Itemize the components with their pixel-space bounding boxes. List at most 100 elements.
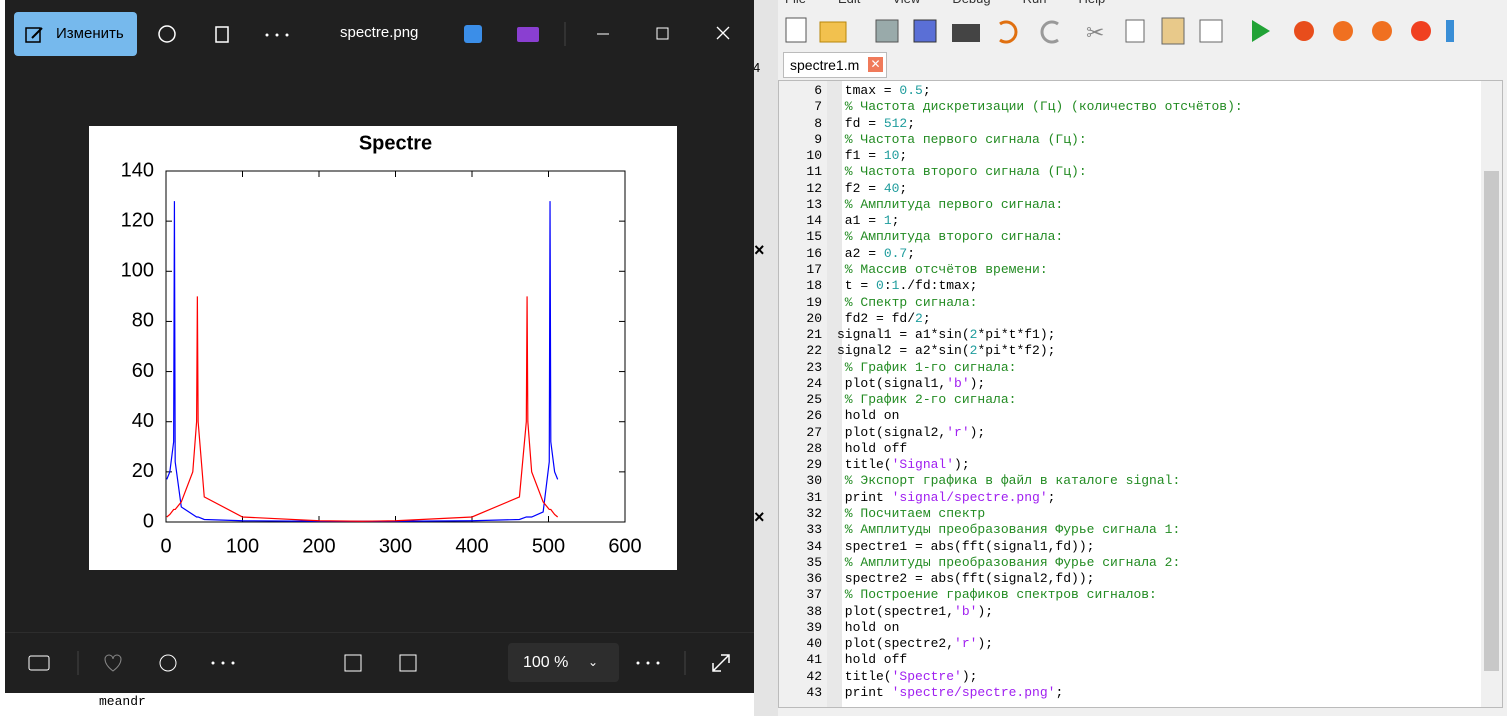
line-number: 21 [806,327,822,343]
edit-icon [25,27,43,43]
edit-button[interactable]: Изменить [14,12,137,56]
code-line: fd2 = fd/2; [837,310,931,326]
save-icon[interactable] [875,19,899,43]
scroll-thumb[interactable] [1484,171,1499,671]
photo-viewer: Изменить spectre.png Spectre 0 20 40 60 80 100… [5,0,754,693]
menu-item: Debug [952,0,990,6]
code-line: plot(spectre2,'r'); [837,636,994,652]
prev-icon[interactable] [1333,21,1353,41]
code-line: f2 = 40; [837,180,908,196]
zoom-label: 100 % [523,654,569,671]
line-number: 29 [806,457,822,473]
line-number: 38 [806,603,822,619]
chart-image: Spectre 0 20 40 60 80 100 120 140 0 100 200 300 400 50… [89,126,677,570]
delete-icon[interactable] [215,26,229,43]
code-line: % Посчитаем спектр [837,506,986,522]
x-tick-label: 0 [160,535,171,557]
line-number: 42 [806,668,822,684]
info-icon[interactable] [159,654,177,672]
clear-icon[interactable] [1411,21,1431,41]
zoom-dropdown: ⌄ [588,655,599,669]
next-icon[interactable] [1372,21,1392,41]
rotate-icon[interactable] [158,25,176,43]
close[interactable] [716,26,730,40]
new-icon[interactable] [785,17,807,43]
code-line: print 'spectre/spectre.png'; [837,684,1064,700]
code-line: signal1 = a1*sin(2*pi*t*f1); [837,327,1056,343]
line-number: 25 [806,392,822,408]
code-line: hold off [837,652,908,668]
code-line: a2 = 0.7; [837,245,916,261]
clipchamp-icon[interactable] [517,27,539,42]
favorite-icon[interactable] [104,654,122,672]
code-line: % Частота дискретизации (Гц) (количество… [837,99,1243,115]
copy-icon[interactable] [1125,19,1145,43]
code-line: % Экспорт графика в файл в каталоге sign… [837,473,1181,489]
line-number: 10 [806,148,822,164]
redo-icon[interactable] [1040,20,1059,44]
find-icon[interactable] [1199,19,1223,43]
code-line: % Частота первого сигнала (Гц): [837,131,1087,147]
line-number: 32 [806,506,822,522]
scrollbar[interactable] [1481,81,1502,707]
breakpoint-icon[interactable] [1294,21,1314,41]
code-line: spectre2 = abs(fft(signal2,fd)); [837,571,1095,587]
line-number: 19 [806,294,822,310]
x-tick-label: 200 [302,535,335,557]
line-number: 15 [806,229,822,245]
close-dock[interactable]: × [754,507,765,527]
menu-item: Edit [838,0,860,6]
line-number: 13 [806,196,822,212]
line-number: 8 [814,115,822,131]
y-tick-label: 40 [132,410,154,432]
line-number: 30 [806,473,822,489]
open-icon[interactable] [819,21,847,43]
zoom-box[interactable]: 100 % ⌄ [508,643,619,682]
filmstrip-icon[interactable] [28,655,50,671]
cut-icon[interactable]: ✂ [1086,20,1104,45]
menu-item: Run [1023,0,1047,6]
file-name: spectre.png [340,24,419,41]
x-tick-label: 400 [455,535,488,557]
line-number: 14 [806,213,822,229]
line-number: 33 [806,522,822,538]
editor-tab[interactable]: spectre1.m ✕ [783,52,887,78]
step-icon[interactable] [1446,20,1454,42]
print-icon[interactable] [952,24,980,42]
code-line: spectre1 = abs(fft(signal1,fd)); [837,538,1095,554]
line-number: 39 [806,619,822,635]
line-number: 20 [806,310,822,326]
code-line: tmax = 0.5; [837,83,931,98]
line-number: 12 [806,180,822,196]
side-number: 4 [753,60,761,75]
save-as-icon[interactable] [913,19,937,43]
code-line: plot(spectre1,'b'); [837,603,994,619]
y-tick-label: 20 [132,460,154,482]
line-number: 28 [806,440,822,456]
code-line: % Массив отсчётов времени: [837,261,1048,277]
text-icon[interactable] [399,654,417,672]
run-icon[interactable] [1252,20,1270,42]
designer-icon[interactable] [464,25,482,43]
line-number: 40 [806,636,822,652]
undo-icon[interactable] [999,20,1018,44]
paste-icon[interactable] [1161,17,1185,45]
code-line: plot(signal1,'b'); [837,375,986,391]
code-line: hold on [837,408,900,424]
line-number: 43 [806,684,822,700]
code-line: % График 1-го сигнала: [837,359,1017,375]
line-number: 9 [814,131,822,147]
close-dock[interactable]: × [754,240,765,260]
side-strip [754,0,778,716]
series-line [166,296,559,522]
maximize[interactable] [656,27,669,40]
line-number: 7 [814,99,822,115]
y-tick-label: 100 [121,260,154,282]
code-line: % Спектр сигнала: [837,294,978,310]
tab-close[interactable]: ✕ [868,57,883,72]
visual-search-icon[interactable] [344,654,362,672]
code-line: % Амплитуды преобразования Фурье сигнала… [837,522,1181,538]
fullscreen-icon[interactable] [712,654,730,672]
line-number: 27 [806,424,822,440]
